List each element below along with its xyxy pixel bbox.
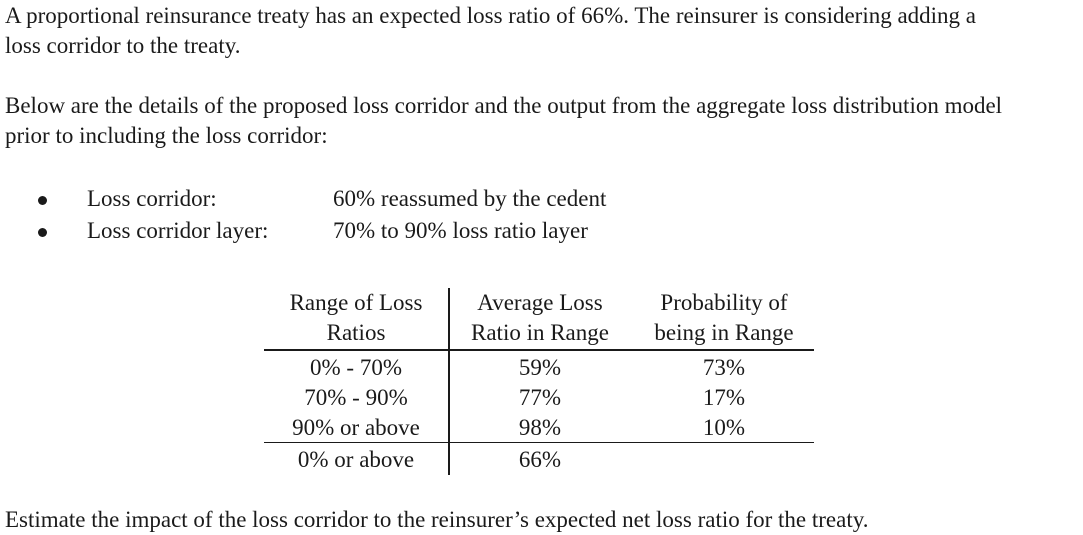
bullet-loss-corridor-layer: Loss corridor layer: 70% to 90% loss rat… [0,216,1083,248]
loss-distribution-table: Range of Loss Ratios Average Loss Ratio … [264,288,816,478]
bullet-value: 70% to 90% loss ratio layer [333,218,588,243]
bullet-icon [38,228,47,237]
header-average-loss-ratio: Average Loss Ratio in Range [448,288,632,348]
header-line: Range of Loss [289,290,423,315]
table-cell: 10% [702,415,746,440]
intro-line-2: loss corridor to the treaty. [5,33,241,58]
header-line: being in Range [654,320,794,345]
table-cell: 73% [702,355,746,380]
details-line-2: prior to including the loss corridor: [5,123,328,148]
intro-paragraph: A proportional reinsurance treaty has an… [5,1,1080,61]
table-cell: 17% [702,385,746,410]
header-line: Ratios [326,320,386,345]
table-cell: 98% [518,415,562,440]
bullet-label: Loss corridor: [87,186,217,211]
header-line: Probability of [660,290,788,315]
column-divider [448,288,450,475]
bullet-value: 60% reassumed by the cedent [333,186,607,211]
bullet-icon [38,196,47,205]
header-line: Ratio in Range [471,320,609,345]
total-divider [264,442,814,443]
table-cell: 0% - 70% [310,355,402,380]
table-cell: 59% [518,355,562,380]
bullet-label: Loss corridor layer: [87,218,269,243]
table-cell: 0% or above [297,447,415,472]
header-divider [264,349,814,351]
details-line-1: Below are the details of the proposed lo… [5,93,1003,118]
header-probability: Probability of being in Range [632,288,816,348]
table-cell: 66% [518,447,562,472]
table-cell: 70% - 90% [304,385,408,410]
header-line: Average Loss [477,290,603,315]
intro-line-1: A proportional reinsurance treaty has an… [5,3,977,28]
table-cell: 77% [518,385,562,410]
header-range-of-loss-ratios: Range of Loss Ratios [264,288,448,348]
bullet-loss-corridor: Loss corridor: 60% reassumed by the cede… [0,184,1083,216]
question-text: Estimate the impact of the loss corridor… [5,507,869,532]
table-cell: 90% or above [292,415,420,440]
details-paragraph: Below are the details of the proposed lo… [5,91,1080,151]
